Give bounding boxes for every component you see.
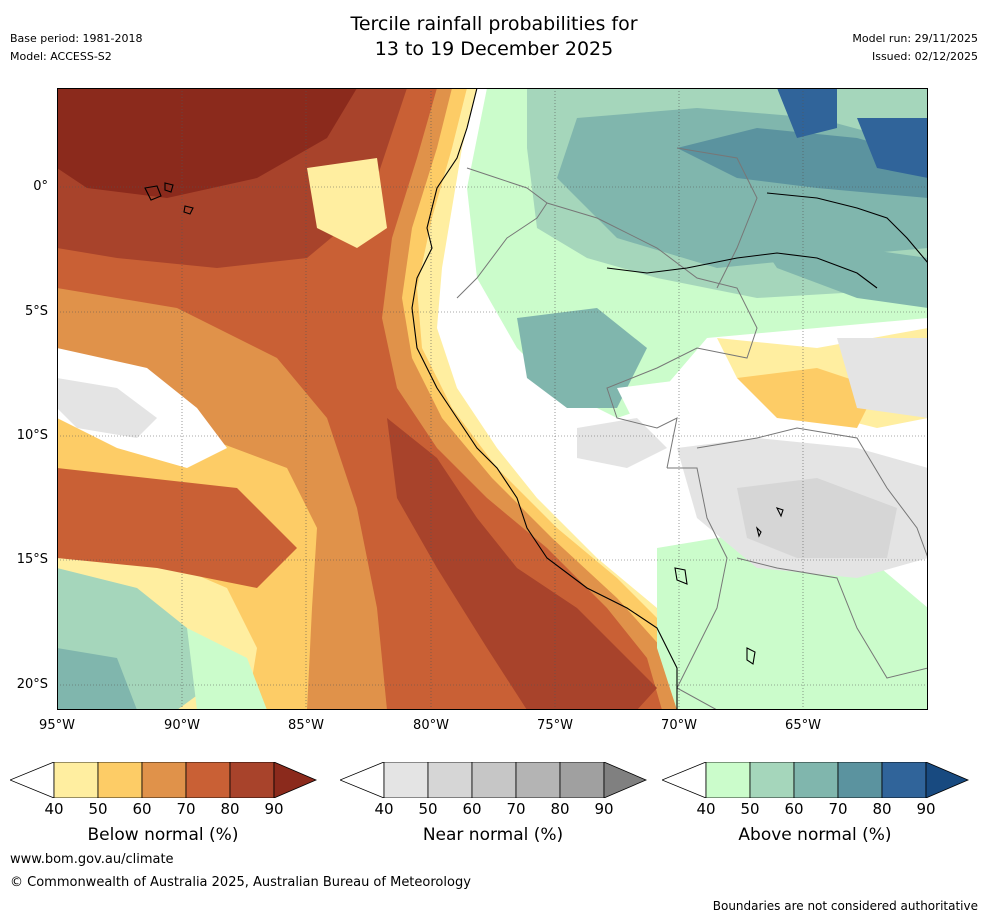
below-tick-90: 90 xyxy=(264,800,284,818)
graticule xyxy=(57,88,928,710)
near-swatch-0 xyxy=(383,762,429,798)
near-tick-90: 90 xyxy=(594,800,614,818)
below-tick-60: 60 xyxy=(132,800,152,818)
below-tick-40: 40 xyxy=(44,800,64,818)
lon-label-90w: 90°W xyxy=(164,718,200,733)
near-normal-label: Near normal (%) xyxy=(422,825,564,845)
below-swatch-3 xyxy=(185,762,231,798)
below-swatch-5 xyxy=(273,762,318,798)
lat-label-5s: 5°S xyxy=(24,304,48,319)
below-swatch-1 xyxy=(97,762,143,798)
above-tick-90: 90 xyxy=(916,800,936,818)
near-swatch-5 xyxy=(603,762,648,798)
lat-label-10s: 10°S xyxy=(16,428,48,443)
boundaries-note: Boundaries are not considered authoritat… xyxy=(712,899,978,913)
issued-date: Issued: 02/12/2025 xyxy=(871,50,978,63)
model-run: Model run: 29/11/2025 xyxy=(852,32,978,45)
above-swatch-2 xyxy=(793,762,839,798)
above-swatch-3 xyxy=(837,762,883,798)
below-extend-low xyxy=(10,762,55,798)
coastlines xyxy=(144,88,928,710)
copyright-notice: © Commonwealth of Australia 2025, Austra… xyxy=(10,875,471,890)
below-tick-50: 50 xyxy=(88,800,108,818)
above-swatch-1 xyxy=(749,762,795,798)
lon-label-65w: 65°W xyxy=(785,718,821,733)
base-period: Base period: 1981-2018 xyxy=(10,32,143,45)
lon-label-85w: 85°W xyxy=(288,718,324,733)
lon-label-80w: 80°W xyxy=(413,718,449,733)
above-normal-label: Above normal (%) xyxy=(738,825,892,845)
near-extend-low xyxy=(340,762,385,798)
country-borders xyxy=(456,147,928,710)
near-normal-region xyxy=(577,328,928,578)
lon-label-95w: 95°W xyxy=(39,718,75,733)
rainfall-probability-map xyxy=(57,88,928,710)
below-normal-label: Below normal (%) xyxy=(87,825,239,845)
near-tick-70: 70 xyxy=(506,800,526,818)
meta-right: Model run: 29/11/2025 Issued: 02/12/2025 xyxy=(852,30,978,66)
lat-label-15s: 15°S xyxy=(16,552,48,567)
near-swatch-2 xyxy=(471,762,517,798)
above-tick-50: 50 xyxy=(740,800,760,818)
colorbar-below-normal xyxy=(10,762,318,798)
above-extend-low xyxy=(662,762,707,798)
near-tick-60: 60 xyxy=(462,800,482,818)
title-line-2: 13 to 19 December 2025 xyxy=(374,38,614,60)
model-name: Model: ACCESS-S2 xyxy=(10,50,112,63)
near-swatch-1 xyxy=(427,762,473,798)
near-swatch-3 xyxy=(515,762,561,798)
lat-label-20s: 20°S xyxy=(16,677,48,692)
below-swatch-4 xyxy=(229,762,275,798)
map-frame xyxy=(57,88,928,710)
title-line-1: Tercile rainfall probabilities for xyxy=(350,13,638,35)
lon-label-70w: 70°W xyxy=(661,718,697,733)
above-swatch-0 xyxy=(705,762,751,798)
above-tick-60: 60 xyxy=(784,800,804,818)
below-swatch-0 xyxy=(53,762,99,798)
near-tick-40: 40 xyxy=(374,800,394,818)
website-url: www.bom.gov.au/climate xyxy=(10,852,174,867)
below-normal-region xyxy=(57,88,717,710)
above-tick-80: 80 xyxy=(872,800,892,818)
above-swatch-4 xyxy=(881,762,927,798)
meta-left: Base period: 1981-2018 Model: ACCESS-S2 xyxy=(10,30,142,66)
below-swatch-2 xyxy=(141,762,187,798)
colorbar-near-normal xyxy=(340,762,648,798)
map-title: Tercile rainfall probabilities for 13 to… xyxy=(0,12,988,62)
colorbar-above-normal xyxy=(662,762,970,798)
above-swatch-5 xyxy=(925,762,970,798)
near-swatch-4 xyxy=(559,762,605,798)
above-tick-70: 70 xyxy=(828,800,848,818)
below-tick-80: 80 xyxy=(220,800,240,818)
near-tick-50: 50 xyxy=(418,800,438,818)
below-tick-70: 70 xyxy=(176,800,196,818)
lon-label-75w: 75°W xyxy=(537,718,573,733)
lat-label-0: 0° xyxy=(33,179,48,194)
above-tick-40: 40 xyxy=(696,800,716,818)
near-tick-80: 80 xyxy=(550,800,570,818)
